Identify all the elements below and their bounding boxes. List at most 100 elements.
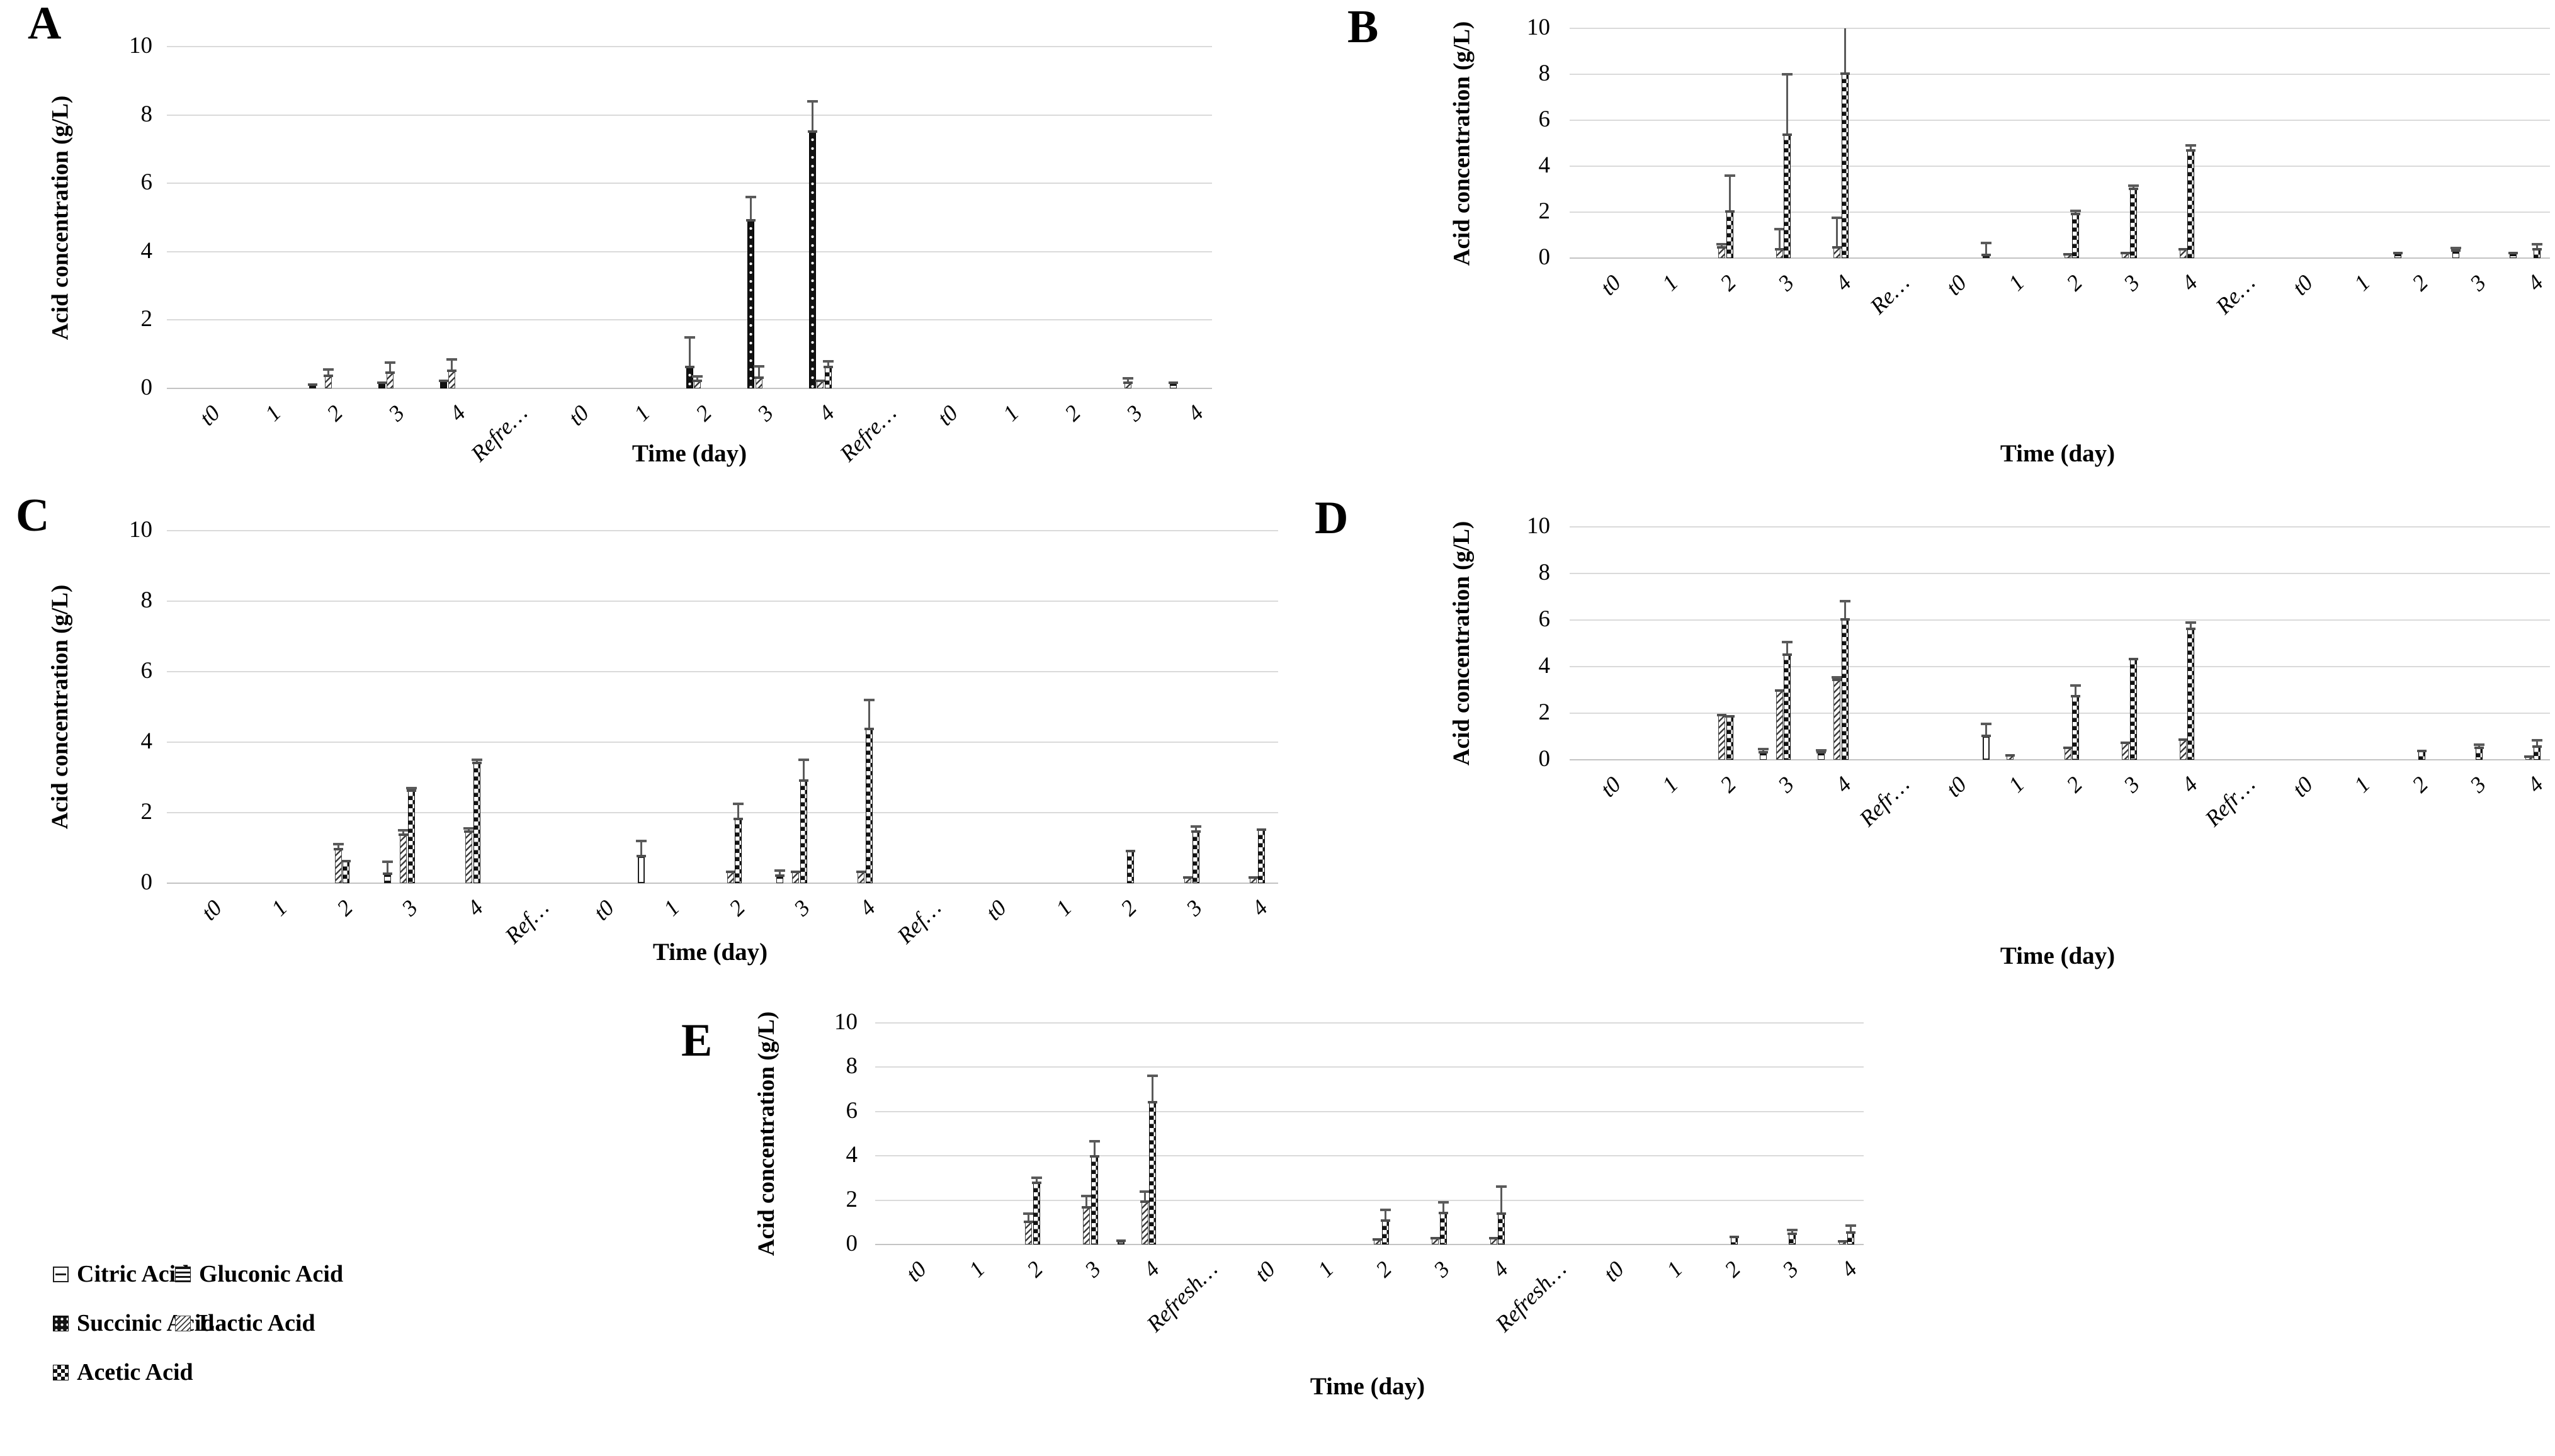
bar-lactic bbox=[817, 381, 824, 388]
error-bar bbox=[1786, 74, 1789, 135]
x-axis-title: Time (day) bbox=[632, 440, 747, 467]
bar-top-cap bbox=[856, 871, 866, 874]
bar-lactic bbox=[1718, 715, 1726, 760]
bar-top-cap bbox=[1191, 830, 1201, 833]
bar-top-cap bbox=[1782, 653, 1793, 656]
gridline bbox=[1570, 120, 2550, 121]
bar-top-cap bbox=[807, 130, 817, 133]
error-bar-cap bbox=[1147, 1075, 1159, 1078]
error-bar bbox=[1384, 1210, 1386, 1222]
error-bar bbox=[388, 363, 391, 373]
bar-top-cap bbox=[2524, 755, 2534, 759]
error-bar bbox=[1844, 28, 1846, 74]
error-bar-cap bbox=[2185, 621, 2197, 624]
y-tick-label: 2 bbox=[846, 1186, 858, 1212]
y-tick-label: 8 bbox=[140, 587, 153, 613]
bar-acetic bbox=[1841, 620, 1849, 760]
error-bar-cap bbox=[398, 829, 409, 832]
bar-top-cap bbox=[324, 374, 334, 377]
bar-acetic bbox=[1381, 1221, 1389, 1244]
error-bar-cap bbox=[2070, 684, 2082, 687]
bar-acetic bbox=[1841, 74, 1849, 258]
y-tick-label: 0 bbox=[140, 869, 153, 895]
bar-lactic bbox=[334, 849, 342, 883]
x-axis-title: Time (day) bbox=[652, 939, 768, 966]
x-axis-title: Time (day) bbox=[2000, 942, 2116, 969]
bar-top-cap bbox=[2508, 251, 2518, 254]
bar-top-cap bbox=[385, 371, 395, 374]
y-tick-label: 2 bbox=[140, 799, 153, 825]
bar-top-cap bbox=[2071, 212, 2081, 215]
error-bar bbox=[387, 862, 389, 874]
bar-top-cap bbox=[2532, 248, 2542, 251]
bar-top-cap bbox=[2005, 754, 2015, 757]
bar-top-cap bbox=[2063, 746, 2073, 749]
bar-top-cap bbox=[1116, 1239, 1126, 1242]
error-bar bbox=[868, 699, 870, 730]
gridline bbox=[167, 46, 1212, 47]
bar-top-cap bbox=[1140, 1200, 1150, 1204]
y-axis-title: Acid concentration (g/L) bbox=[47, 95, 73, 340]
y-tick-label: 6 bbox=[140, 658, 153, 684]
bar-acetic bbox=[2476, 748, 2483, 760]
y-tick-label: 6 bbox=[1538, 606, 1551, 632]
bar-top-cap bbox=[1380, 1219, 1390, 1222]
bar-lactic bbox=[694, 381, 701, 388]
error-bar bbox=[2190, 145, 2192, 152]
error-bar-cap bbox=[323, 368, 334, 371]
bar-citric bbox=[1117, 1241, 1125, 1244]
error-bar-cap bbox=[1845, 1224, 1856, 1227]
bar-top-cap bbox=[1816, 750, 1827, 753]
error-bar-cap bbox=[1782, 73, 1793, 76]
bar-top-cap bbox=[2121, 251, 2131, 254]
error-bar-cap bbox=[1832, 675, 1843, 679]
bar-lactic bbox=[465, 832, 473, 883]
y-axis-title: Acid concentration (g/L) bbox=[47, 584, 73, 830]
bar-gluconic bbox=[1760, 752, 1767, 760]
gridline bbox=[875, 1022, 1864, 1024]
error-bar bbox=[1126, 378, 1129, 383]
error-bar-cap bbox=[733, 803, 744, 805]
error-bar bbox=[1442, 1202, 1445, 1214]
error-bar bbox=[337, 844, 339, 850]
bar-top-cap bbox=[1759, 750, 1769, 753]
bar-lactic bbox=[1124, 383, 1131, 388]
panel-label: A bbox=[28, 0, 62, 49]
bar-top-cap bbox=[1981, 254, 1991, 257]
bar-acetic bbox=[800, 781, 808, 883]
error-bar-cap bbox=[798, 759, 810, 761]
error-bar bbox=[1152, 1076, 1154, 1103]
bar-acetic bbox=[1192, 832, 1199, 883]
bar-gluconic bbox=[2510, 253, 2517, 258]
bar-top-cap bbox=[2071, 695, 2081, 698]
error-bar bbox=[327, 370, 330, 376]
bar-acetic bbox=[1033, 1183, 1040, 1244]
bar-top-cap bbox=[2128, 657, 2138, 660]
legend-item-succinic: Succinic Acid bbox=[53, 1309, 215, 1337]
error-bar bbox=[1836, 218, 1838, 248]
legend-item-citric: Citric Acid bbox=[53, 1260, 189, 1288]
bar-top-cap bbox=[1488, 1237, 1498, 1240]
error-bar-cap bbox=[2531, 243, 2542, 246]
bar-acetic bbox=[2533, 747, 2541, 760]
error-bar bbox=[1791, 1230, 1794, 1235]
error-bar-cap bbox=[1758, 748, 1769, 751]
y-tick-label: 4 bbox=[846, 1142, 858, 1168]
bar-top-cap bbox=[1148, 1100, 1158, 1103]
bar-lactic bbox=[448, 371, 455, 388]
gridline bbox=[167, 319, 1212, 321]
legend-item-gluconic: Gluconic Acid bbox=[175, 1260, 343, 1288]
error-bar-cap bbox=[2474, 743, 2485, 746]
error-bar-cap bbox=[1787, 1229, 1798, 1232]
error-bar bbox=[1985, 723, 1988, 736]
bar-top-cap bbox=[693, 380, 703, 383]
bar-top-cap bbox=[1126, 849, 1136, 852]
bar-top-cap bbox=[333, 847, 343, 850]
error-bar-cap bbox=[1379, 1209, 1391, 1212]
gridline bbox=[1570, 759, 2550, 760]
gridline bbox=[875, 1199, 1864, 1201]
error-bar bbox=[1093, 1141, 1096, 1157]
bar-acetic bbox=[1091, 1156, 1098, 1244]
bar-top-cap bbox=[1031, 1182, 1041, 1185]
